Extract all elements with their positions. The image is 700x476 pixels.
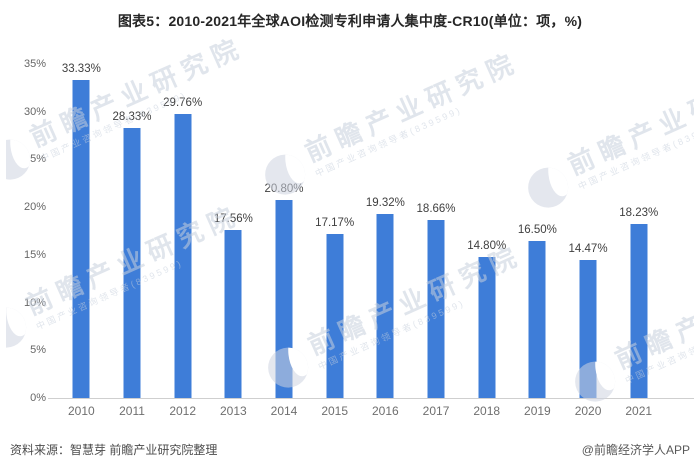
chart-title: 图表5：2010-2021年全球AOI检测专利申请人集中度-CR10(单位：项，… <box>117 13 583 29</box>
x-tick-label: 2010 <box>67 404 95 418</box>
bar-series: 33.33% 2010 28.33% 2011 29.76% 2012 17.56% 2013… <box>56 62 664 418</box>
bar-value-label: 16.50% <box>517 223 557 236</box>
bar <box>528 240 546 398</box>
bar-value-label: 29.76% <box>163 97 203 110</box>
y-tick-label: 10% <box>23 296 46 309</box>
bar-value-label: 19.32% <box>365 196 405 209</box>
x-tick-label: 2019 <box>524 404 551 418</box>
bar-column: 18.23% 2021 <box>613 64 664 418</box>
x-tick-label: 2021 <box>625 404 653 418</box>
footer: 资料来源：智慧芽 前瞻产业研究院整理 @前瞻经济学人APP <box>0 428 700 458</box>
y-tick-label: 5% <box>30 344 46 357</box>
plot-area: 0% 5% 10% 15% 20% 25% 30% 35% 33.33% 2010 28.33% 2… <box>6 34 694 428</box>
bar-column: 33.33% 2010 <box>56 62 107 418</box>
bar-value-label: 33.33% <box>61 62 101 75</box>
bar <box>123 127 141 398</box>
y-tick-label: 25% <box>23 153 46 166</box>
bar-column: 16.50% 2019 <box>512 64 563 418</box>
x-tick-label: 2011 <box>119 404 145 418</box>
bar-column: 20.80% 2014 <box>259 64 310 418</box>
bar-value-label: 14.80% <box>467 239 507 252</box>
bar <box>427 219 445 398</box>
y-tick-label: 35% <box>23 58 46 70</box>
x-tick-label: 2020 <box>574 404 602 418</box>
x-tick-label: 2014 <box>270 404 298 418</box>
y-tick-label: 15% <box>23 248 46 261</box>
bar-value-label: 18.23% <box>619 207 659 220</box>
bar <box>224 230 242 398</box>
y-tick-label: 20% <box>23 201 46 214</box>
bar-value-label: 17.17% <box>315 217 355 230</box>
bar <box>275 199 293 398</box>
bar <box>579 259 597 398</box>
bar-column: 14.47% 2020 <box>563 64 614 418</box>
credit-note: @前瞻经济学人APP <box>581 443 690 457</box>
bar <box>174 114 192 398</box>
x-tick-label: 2018 <box>473 404 501 418</box>
bar <box>478 256 496 398</box>
y-tick-label: 30% <box>23 105 46 118</box>
bar-value-label: 18.66% <box>416 202 456 215</box>
x-tick-label: 2012 <box>169 404 197 418</box>
bar-column: 18.66% 2017 <box>411 64 462 418</box>
bar-column: 28.33% 2011 <box>107 64 158 418</box>
bar <box>72 79 90 398</box>
bar-column: 14.80% 2018 <box>461 64 512 418</box>
x-tick-label: 2016 <box>372 404 399 418</box>
bar-column: 29.76% 2012 <box>157 64 208 418</box>
bar <box>326 234 344 398</box>
bar <box>630 224 648 398</box>
bar-value-label: 17.56% <box>213 213 253 226</box>
y-tick-label: 0% <box>30 392 46 404</box>
x-axis-line <box>48 398 694 399</box>
bar-value-label: 14.47% <box>568 242 608 255</box>
x-tick-label: 2013 <box>219 404 247 418</box>
bar-column: 17.56% 2013 <box>208 64 259 418</box>
bar-column: 17.17% 2015 <box>309 64 360 418</box>
x-tick-label: 2017 <box>422 404 450 418</box>
bar-value-label: 28.33% <box>112 110 152 123</box>
bar <box>376 213 394 398</box>
bar-value-label: 20.80% <box>264 182 304 195</box>
source-note: 资料来源：智慧芽 前瞻产业研究院整理 <box>10 443 218 457</box>
x-tick-label: 2015 <box>321 404 349 418</box>
bar-column: 19.32% 2016 <box>360 64 411 418</box>
